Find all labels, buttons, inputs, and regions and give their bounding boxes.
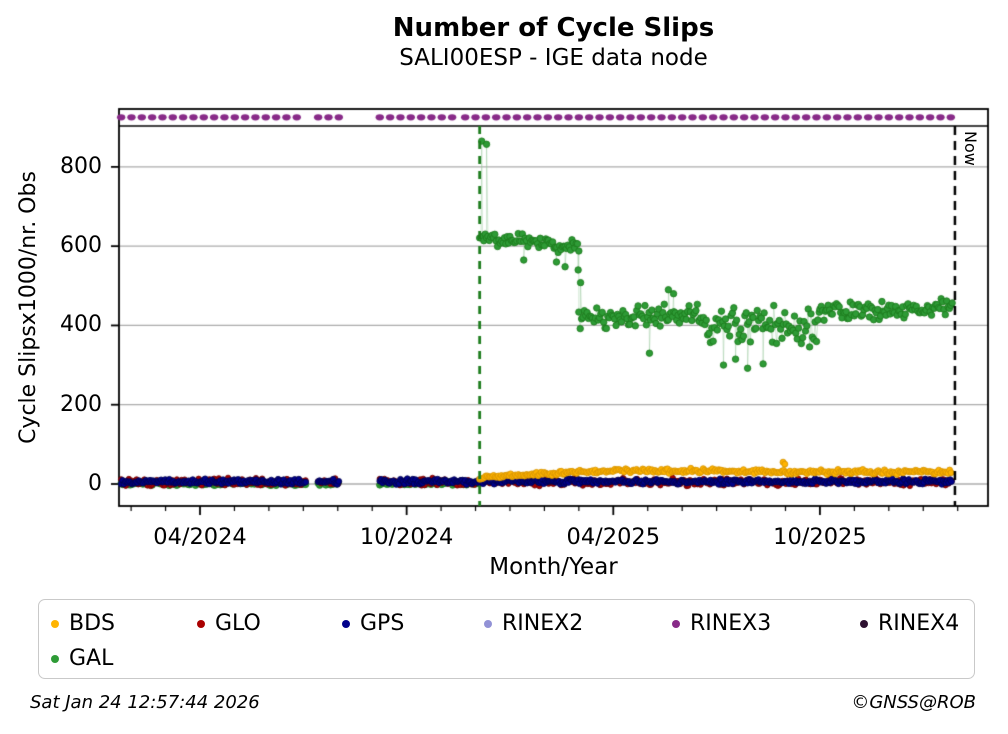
title-block: Number of Cycle Slips SALI00ESP - IGE da… (119, 13, 988, 74)
y-tick-label: 200 (60, 391, 102, 417)
y-tick-label: 0 (88, 470, 102, 496)
x-tick-label: 10/2024 (359, 524, 454, 550)
y-tick-label: 800 (60, 153, 102, 179)
legend: BDS GLO GPS RINEX2 RINEX3 RINEX4 GAL (38, 599, 975, 679)
y-tick-label: 600 (60, 233, 102, 259)
legend-dot-rinex2 (484, 620, 492, 628)
x-tick-label: 04/2025 (566, 524, 661, 550)
legend-label: RINEX2 (502, 611, 584, 636)
y-tick-label: 400 (60, 312, 102, 338)
legend-dot-rinex4 (860, 620, 868, 628)
legend-dot-glo (197, 620, 205, 628)
legend-label: GLO (215, 611, 261, 636)
legend-item-glo: GLO (197, 609, 261, 639)
legend-item-bds: BDS (51, 609, 115, 639)
x-tick-label: 10/2025 (773, 524, 867, 550)
legend-label: BDS (69, 611, 115, 636)
legend-item-rinex3: RINEX3 (672, 609, 771, 639)
legend-item-gps: GPS (342, 609, 404, 639)
footer-copyright: ©GNSS@ROB (851, 692, 976, 713)
x-tick-label: 04/2024 (153, 524, 247, 550)
legend-item-rinex4: RINEX4 (860, 609, 959, 639)
legend-item-gal: GAL (51, 644, 113, 674)
legend-dot-rinex3 (672, 620, 680, 628)
page-subtitle: SALI00ESP - IGE data node (399, 44, 708, 71)
now-label: Now (961, 131, 980, 166)
legend-label: GAL (69, 646, 114, 671)
legend-dot-bds (51, 620, 59, 628)
x-axis-label: Month/Year (489, 554, 618, 580)
legend-dot-gal (51, 655, 59, 663)
page-title: Number of Cycle Slips (392, 13, 715, 43)
legend-label: RINEX4 (878, 611, 960, 636)
legend-item-rinex2: RINEX2 (484, 609, 583, 639)
legend-label: GPS (360, 611, 405, 636)
legend-dot-gps (342, 620, 350, 628)
footer-timestamp: Sat Jan 24 12:57:44 2026 (30, 692, 260, 713)
legend-label: RINEX3 (690, 611, 772, 636)
